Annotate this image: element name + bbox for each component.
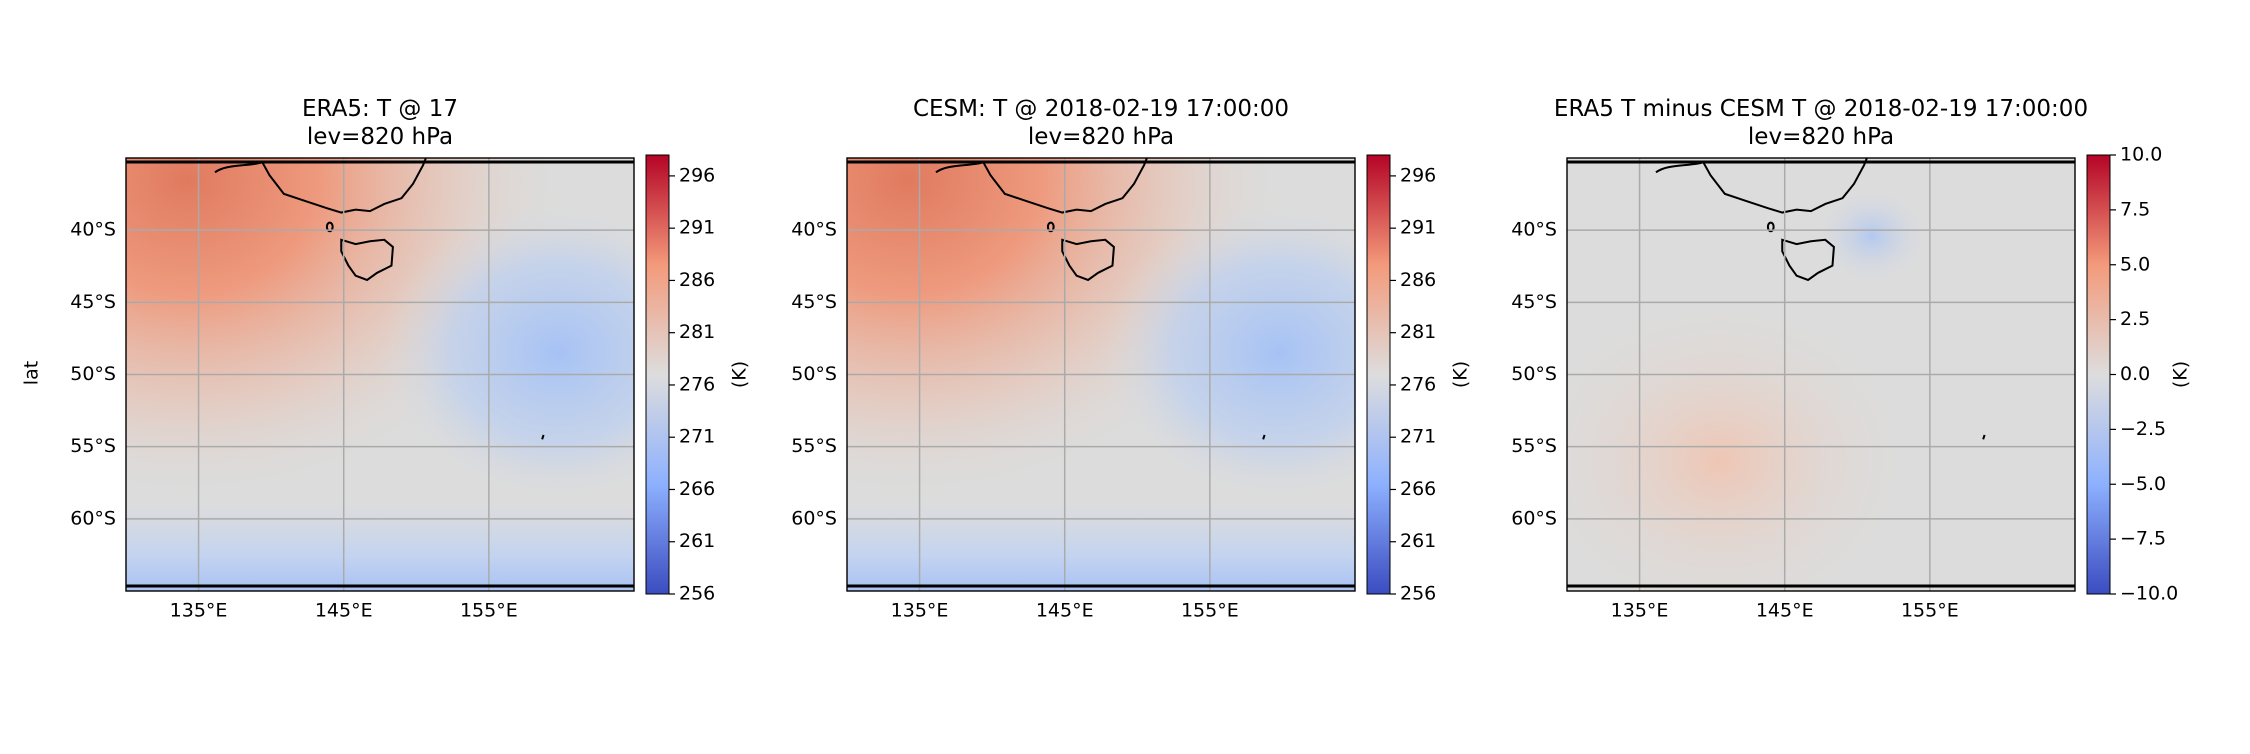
colorbar-label: (K) [729, 361, 751, 388]
colorbar-tick-label: 271 [1400, 426, 1436, 448]
panel-title: lev=820 hPa [1028, 124, 1174, 150]
y-tick-label: 60°S [791, 507, 837, 529]
colorbar-tick-label: 296 [1400, 164, 1436, 186]
x-tick-label: 135°E [891, 600, 949, 622]
colorbar-tick-label: 10.0 [2120, 144, 2162, 166]
x-tick-label: 155°E [460, 600, 518, 622]
y-tick-label: 60°S [1511, 507, 1557, 529]
colorbar-tick-label: 296 [679, 164, 715, 186]
colorbar-tick-label: 286 [679, 269, 715, 291]
x-tick-label: 155°E [1901, 600, 1959, 622]
panel-title: CESM: T @ 2018-02-19 17:00:00 [913, 96, 1289, 122]
colorbar-tick-label: 291 [679, 217, 715, 239]
colorbar-tick-label: 5.0 [2120, 253, 2150, 275]
colorbar [1366, 154, 1391, 595]
x-tick-label: 145°E [1036, 600, 1094, 622]
colorbar-tick-label: 261 [679, 530, 715, 552]
colorbar-tick-label: −7.5 [2120, 528, 2166, 550]
colorbar [2086, 154, 2111, 595]
coast-island [1046, 221, 1055, 233]
colorbar-tick-label: −5.0 [2120, 473, 2166, 495]
y-tick-label: 50°S [791, 363, 837, 385]
coast-tasmania [340, 238, 394, 282]
map-frame [1566, 157, 2076, 592]
colorbar-tick-label: −10.0 [2120, 583, 2178, 605]
coast-australia [1655, 157, 1868, 214]
y-tick-label: 40°S [1511, 219, 1557, 241]
y-tick-label: 50°S [70, 363, 116, 385]
y-tick-label: 55°S [70, 435, 116, 457]
y-tick-label: 40°S [70, 219, 116, 241]
colorbar-tick-label: 256 [1400, 583, 1436, 605]
colorbar-tick-label: 281 [1400, 321, 1436, 343]
x-tick-label: 135°E [170, 600, 228, 622]
map-panel: 135°E 145°E 155°E 40°S 45°S 50°S 55°S 60°S ERA5 … [1511, 96, 2191, 622]
coast-island [541, 434, 545, 440]
colorbar-tick-label: 281 [679, 321, 715, 343]
colorbar-tick-label: 276 [1400, 373, 1436, 395]
y-tick-label: 45°S [70, 291, 116, 313]
x-tick-label: 145°E [1756, 600, 1814, 622]
colorbar-tick-label: 266 [679, 478, 715, 500]
y-axis-label: lat [21, 361, 43, 385]
coast-island [1766, 221, 1775, 233]
colorbar-tick-label: 266 [1400, 478, 1436, 500]
y-tick-label: 55°S [791, 435, 837, 457]
map-frame [125, 157, 635, 592]
coast-island [1262, 434, 1266, 440]
x-tick-label: 145°E [315, 600, 373, 622]
colorbar-tick-label: −2.5 [2120, 418, 2166, 440]
colorbar-tick-label: 271 [679, 426, 715, 448]
colorbar-tick-label: 261 [1400, 530, 1436, 552]
x-tick-label: 135°E [1611, 600, 1669, 622]
panel-title: ERA5: T @ 17 [302, 96, 458, 122]
map-panel: 135°E 145°E 155°E 40°S 45°S 50°S 55°S 60°S ERA5:… [21, 96, 751, 622]
panel-title: lev=820 hPa [307, 124, 453, 150]
coastline [935, 157, 1266, 440]
coastline [1655, 157, 1986, 440]
x-tick-label: 155°E [1181, 600, 1239, 622]
y-tick-label: 45°S [1511, 291, 1557, 313]
colorbar-label: (K) [1450, 361, 1472, 388]
colorbar-tick-label: 256 [679, 583, 715, 605]
panel-title: lev=820 hPa [1748, 124, 1894, 150]
y-tick-label: 60°S [70, 507, 116, 529]
colorbar [645, 154, 670, 595]
coast-australia [214, 157, 427, 214]
panel-title: ERA5 T minus CESM T @ 2018-02-19 17:00:0… [1554, 96, 2088, 122]
colorbar-tick-label: 7.5 [2120, 198, 2150, 220]
coast-tasmania [1061, 238, 1115, 282]
y-tick-label: 50°S [1511, 363, 1557, 385]
coast-island [325, 221, 334, 233]
coastline [214, 157, 545, 440]
coast-australia [935, 157, 1148, 214]
map-frame [846, 157, 1356, 592]
coast-tasmania [1781, 238, 1835, 282]
colorbar-tick-label: 276 [679, 373, 715, 395]
map-panel: 135°E 145°E 155°E 40°S 45°S 50°S 55°S 60°S CESM:… [791, 96, 1471, 622]
colorbar-label: (K) [2170, 361, 2192, 388]
colorbar-tick-label: 291 [1400, 217, 1436, 239]
colorbar-tick-label: 286 [1400, 269, 1436, 291]
coast-island [1982, 434, 1986, 440]
y-tick-label: 45°S [791, 291, 837, 313]
colorbar-tick-label: 2.5 [2120, 308, 2150, 330]
y-tick-label: 55°S [1511, 435, 1557, 457]
y-tick-label: 40°S [791, 219, 837, 241]
colorbar-tick-label: 0.0 [2120, 363, 2150, 385]
